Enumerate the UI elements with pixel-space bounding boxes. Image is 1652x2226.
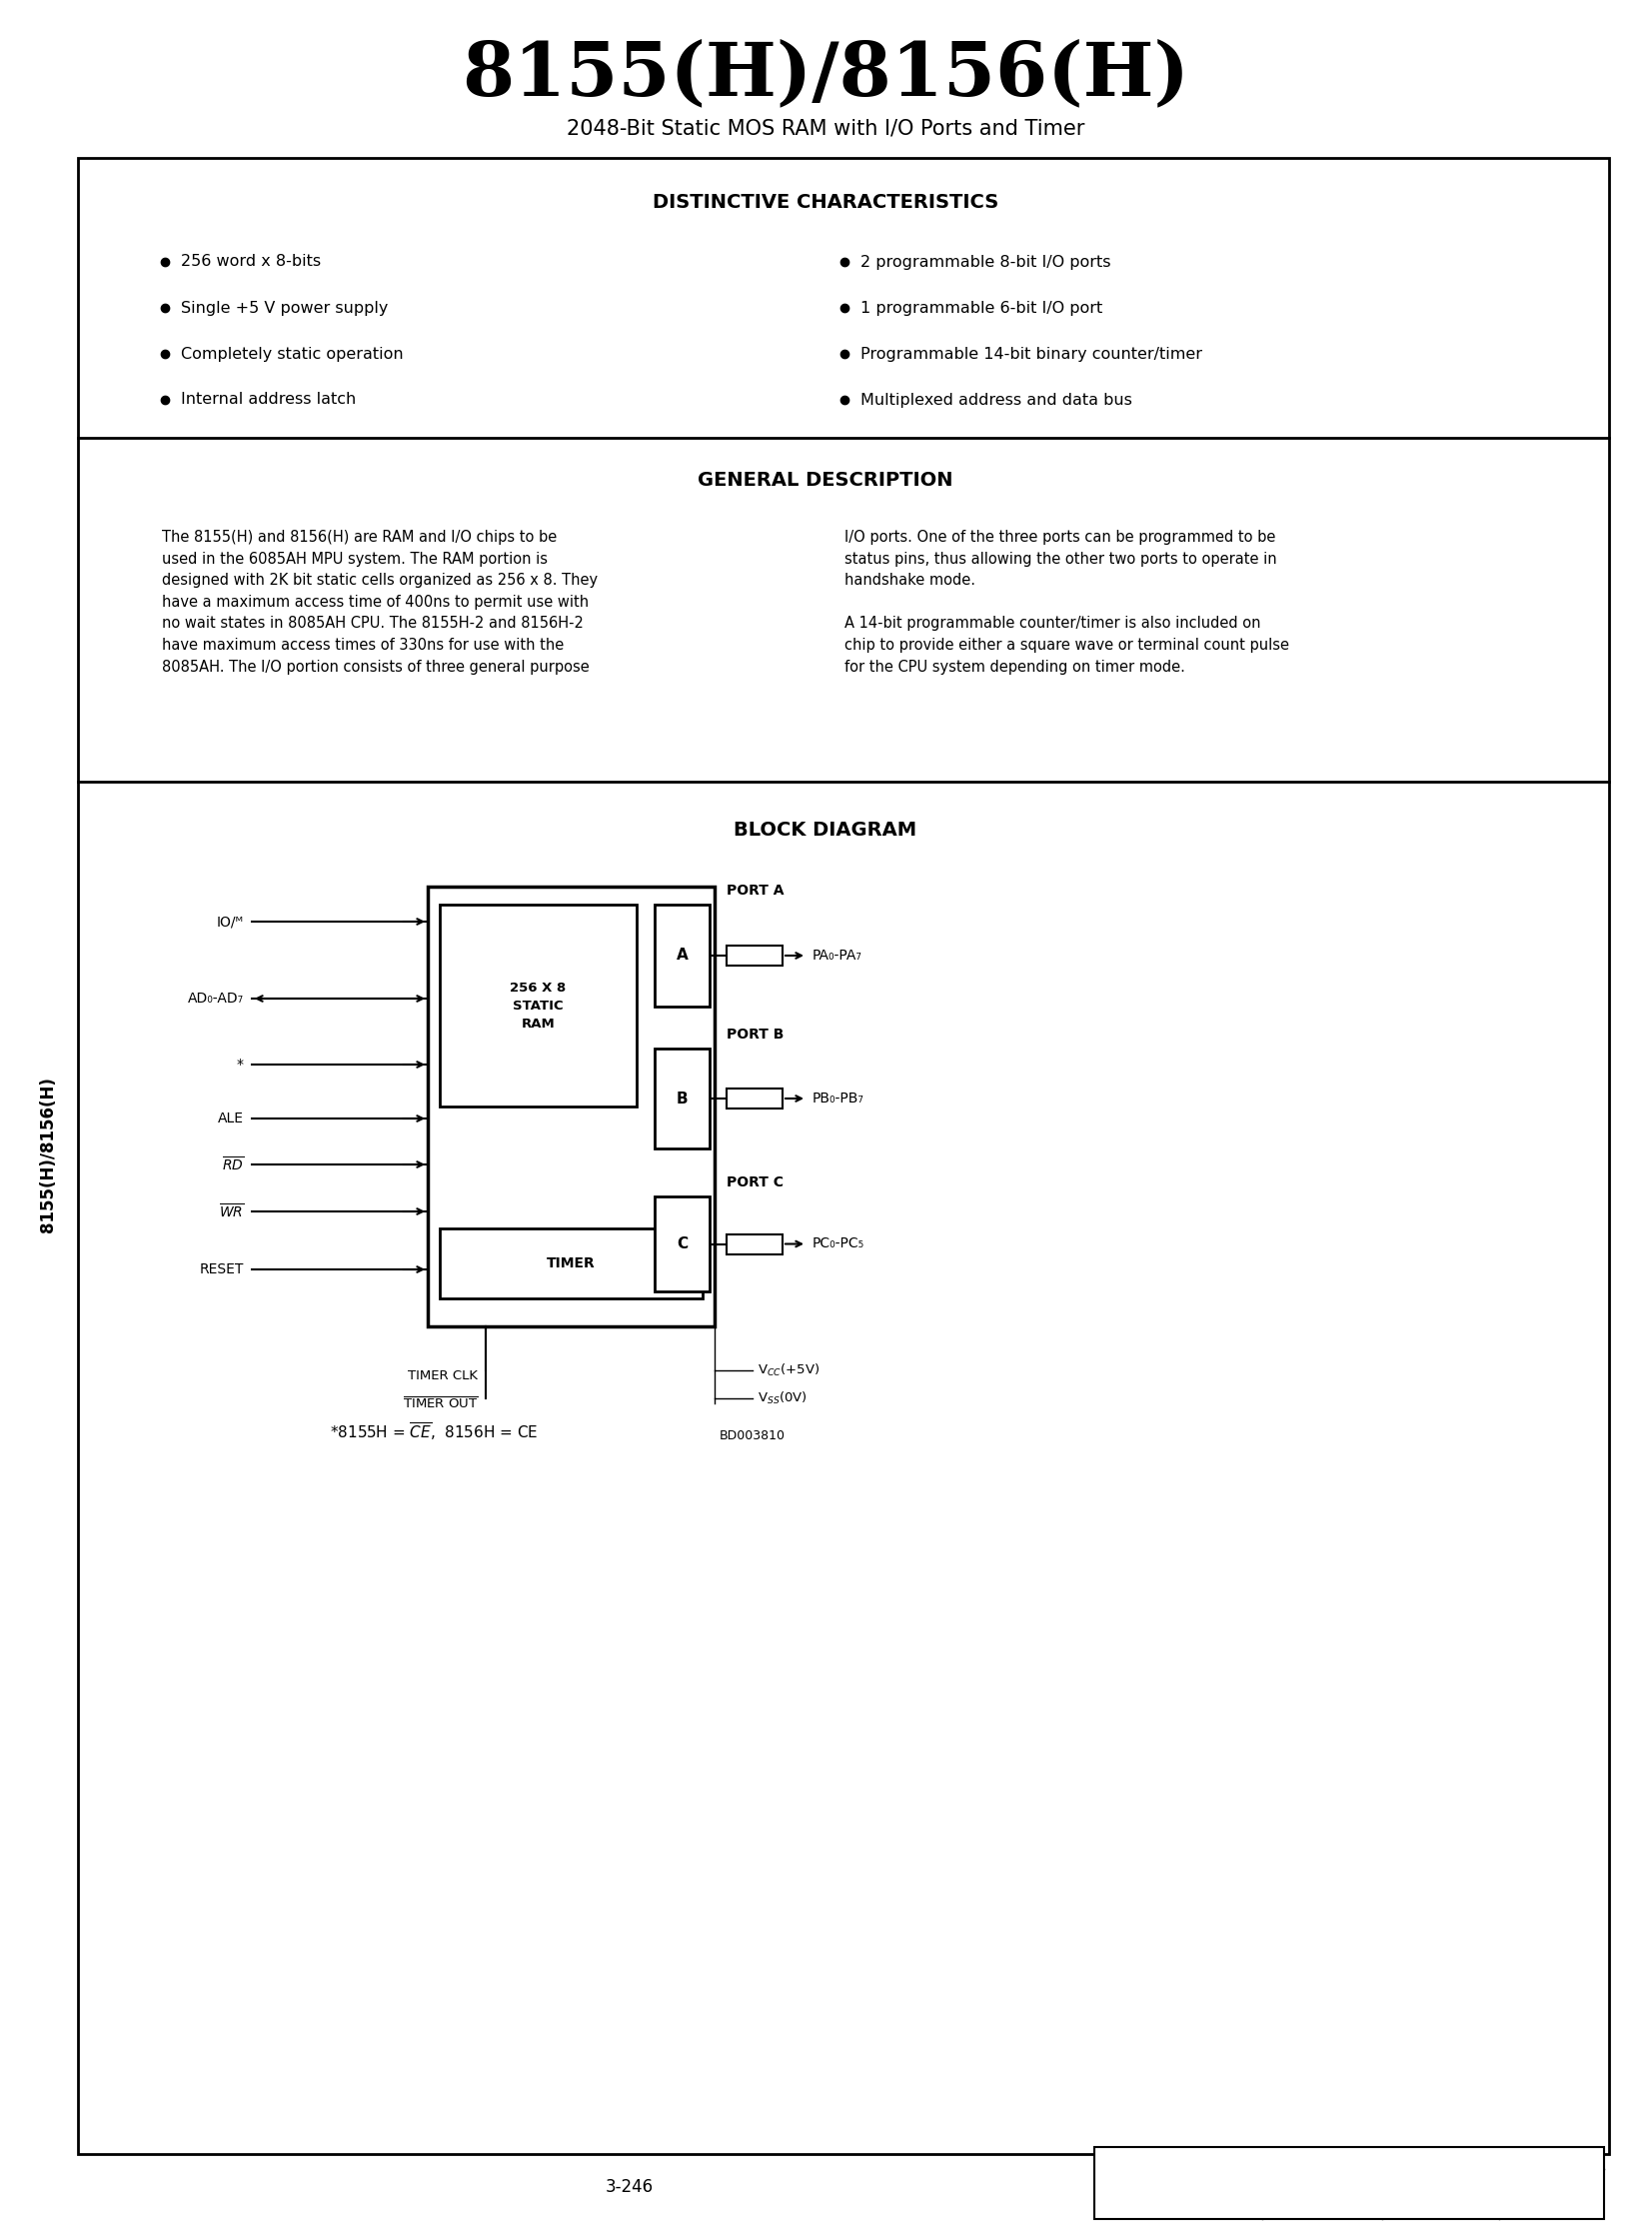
Bar (439, 904, 636, 1106)
Bar (654, 1048, 710, 1149)
Text: TIMER CLK: TIMER CLK (408, 1369, 477, 1382)
Bar (428, 886, 715, 1327)
Text: TIMER: TIMER (547, 1255, 595, 1271)
Text: Multiplexed address and data bus: Multiplexed address and data bus (861, 392, 1132, 407)
Text: DISTINCTIVE CHARACTERISTICS: DISTINCTIVE CHARACTERISTICS (653, 191, 998, 211)
Text: C: C (677, 1235, 687, 1251)
Text: AD₀-AD₇: AD₀-AD₇ (188, 991, 244, 1006)
Text: Amendment: Amendment (1388, 2153, 1462, 2164)
Text: V$_{SS}$(0V): V$_{SS}$(0V) (758, 1391, 808, 1407)
Text: 8: 8 (750, 1093, 758, 1104)
Text: PA₀-PA₇: PA₀-PA₇ (813, 948, 862, 962)
Text: PORT A: PORT A (727, 884, 785, 897)
Text: IO/ᴹ: IO/ᴹ (216, 915, 244, 928)
Bar (727, 1089, 783, 1109)
Text: 1 programmable 6-bit I/O port: 1 programmable 6-bit I/O port (861, 301, 1102, 316)
Text: Internal address latch: Internal address latch (180, 392, 357, 407)
Bar (1094, 2148, 1604, 2219)
Text: A: A (676, 948, 687, 964)
Text: PORT B: PORT B (727, 1028, 785, 1042)
Text: B: B (676, 1091, 687, 1106)
Text: Rev.: Rev. (1267, 2153, 1294, 2164)
Text: Single +5 V power supply: Single +5 V power supply (180, 301, 388, 316)
Text: Programmable 14-bit binary counter/timer: Programmable 14-bit binary counter/timer (861, 347, 1203, 361)
Text: 8155(H)/8156(H): 8155(H)/8156(H) (40, 1077, 56, 1233)
Text: $\overline{RD}$: $\overline{RD}$ (221, 1155, 244, 1173)
Text: I/O ports. One of the three ports can be programmed to be
status pins, thus allo: I/O ports. One of the three ports can be… (844, 530, 1289, 674)
Bar (727, 1233, 783, 1253)
Text: The 8155(H) and 8156(H) are RAM and I/O chips to be
used in the 6085AH MPU syste: The 8155(H) and 8156(H) are RAM and I/O … (162, 530, 598, 674)
Bar (654, 1195, 710, 1291)
Text: 8: 8 (750, 948, 758, 962)
Text: ALE: ALE (218, 1111, 244, 1126)
Bar (727, 946, 783, 966)
Text: $\overline{WR}$: $\overline{WR}$ (218, 1202, 244, 1220)
Text: 256 word x 8-bits: 256 word x 8-bits (180, 254, 320, 269)
Text: BLOCK DIAGRAM: BLOCK DIAGRAM (733, 819, 917, 839)
Text: /0: /0 (1388, 2184, 1399, 2197)
Text: PC₀-PC₅: PC₀-PC₅ (813, 1238, 864, 1251)
Text: PB₀-PB₇: PB₀-PB₇ (813, 1091, 864, 1106)
Text: PORT C: PORT C (727, 1175, 783, 1189)
Text: C: C (1267, 2184, 1275, 2197)
Text: Publication #: Publication # (1099, 2153, 1183, 2164)
Text: 2048-Bit Static MOS RAM with I/O Ports and Timer: 2048-Bit Static MOS RAM with I/O Ports a… (567, 118, 1084, 138)
Text: GENERAL DESCRIPTION: GENERAL DESCRIPTION (697, 470, 953, 490)
Text: *: * (236, 1057, 244, 1071)
Text: 256 X 8
STATIC
RAM: 256 X 8 STATIC RAM (510, 982, 567, 1031)
Bar (439, 1229, 702, 1298)
Text: $\overline{\mathrm{TIMER\ OUT}}$: $\overline{\mathrm{TIMER\ OUT}}$ (403, 1396, 477, 1411)
Text: BD003810: BD003810 (720, 1429, 785, 1442)
Text: 6: 6 (750, 1238, 758, 1251)
Bar (78, 158, 1609, 2155)
Text: *8155H = $\overline{CE}$,  8156H = CE: *8155H = $\overline{CE}$, 8156H = CE (330, 1420, 539, 1442)
Bar (654, 904, 710, 1006)
Text: 8155(H)/8156(H): 8155(H)/8156(H) (463, 38, 1189, 111)
Text: V$_{CC}$(+5V): V$_{CC}$(+5V) (758, 1362, 819, 1378)
Text: 00934: 00934 (1099, 2184, 1138, 2197)
Text: RESET: RESET (200, 1262, 244, 1275)
Text: Issue Date: April 1987: Issue Date: April 1987 (1099, 2206, 1231, 2219)
Text: 3-246: 3-246 (606, 2177, 654, 2197)
Text: Completely static operation: Completely static operation (180, 347, 403, 361)
Text: 2 programmable 8-bit I/O ports: 2 programmable 8-bit I/O ports (861, 254, 1110, 269)
